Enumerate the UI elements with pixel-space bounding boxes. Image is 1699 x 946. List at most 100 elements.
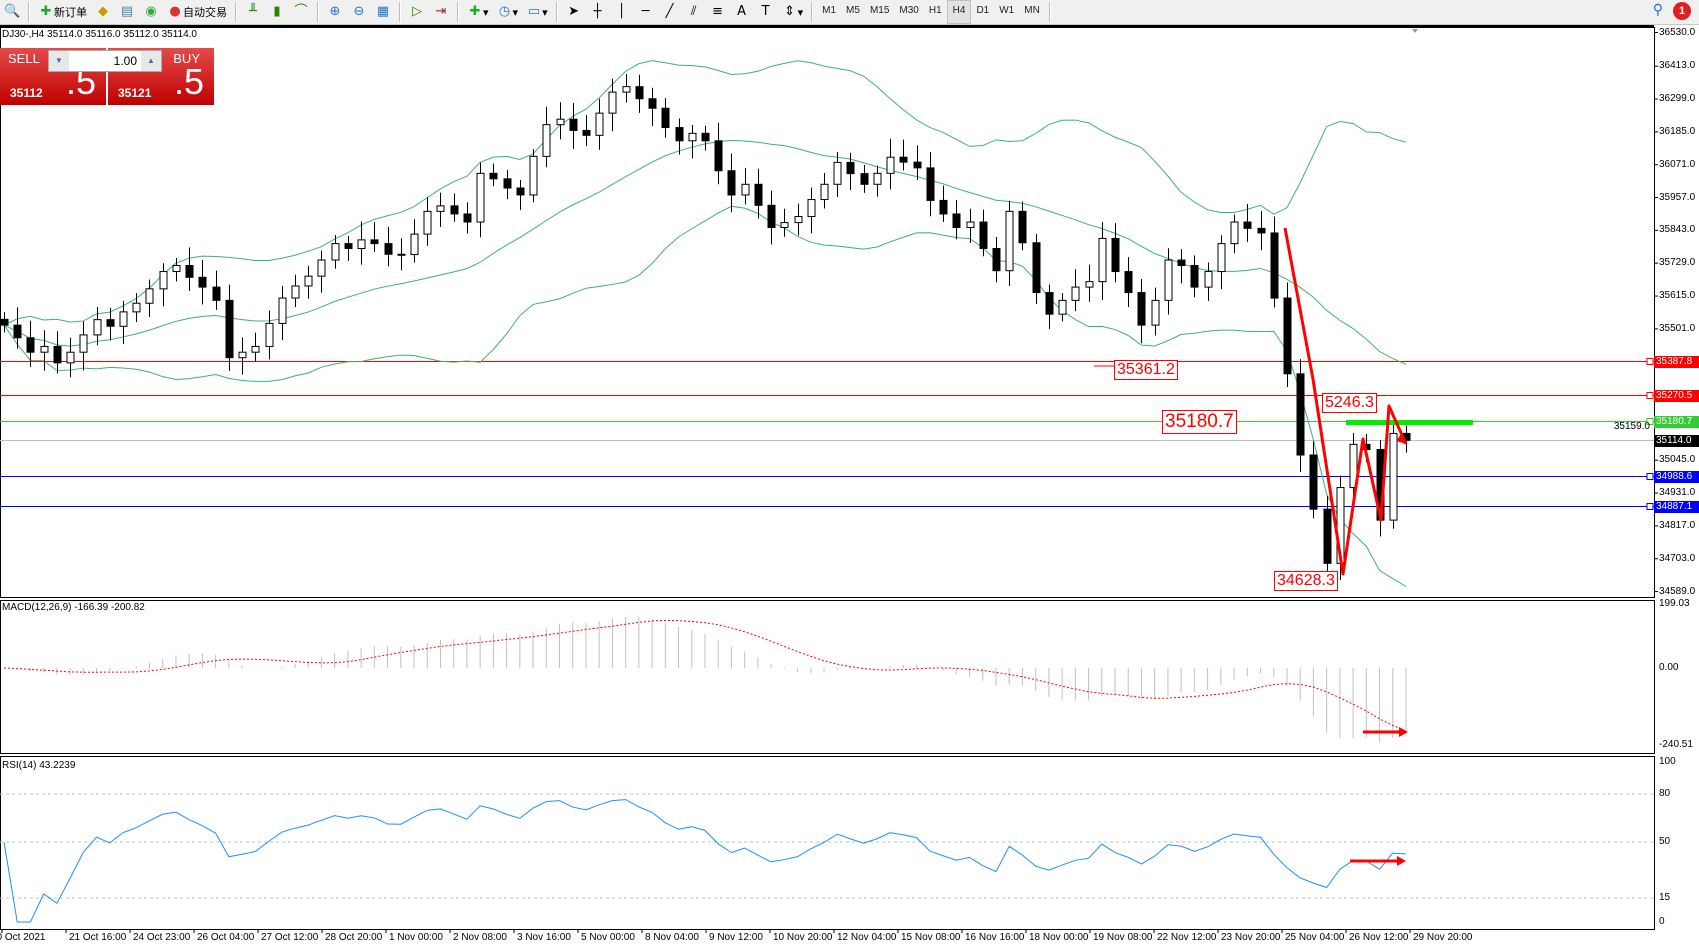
- indicators-button[interactable]: ✚ ▾: [464, 1, 492, 23]
- zoom-in-button[interactable]: ⊕: [324, 1, 346, 23]
- lot-size-input[interactable]: 1.00: [113, 54, 137, 68]
- rsi-axis-label: 0: [1659, 916, 1665, 927]
- candle-body-bear: [635, 86, 644, 100]
- level-handle: [1646, 503, 1654, 510]
- candle: [1018, 201, 1027, 251]
- lot-decrease-button[interactable]: ▼: [49, 51, 69, 71]
- signals-button[interactable]: ◉: [140, 1, 162, 23]
- candle: [741, 167, 750, 205]
- candle: [357, 221, 366, 265]
- text-button[interactable]: A: [731, 1, 753, 23]
- candle: [1124, 257, 1133, 307]
- trendline-button[interactable]: ╱: [659, 1, 681, 23]
- chart-shift-icon: ⇥: [435, 4, 447, 19]
- candle: [556, 102, 565, 140]
- auto-trading-button[interactable]: ● 自动交易: [164, 1, 230, 23]
- autoscroll-button[interactable]: ▷: [406, 1, 428, 23]
- channel-button[interactable]: ⫽: [683, 1, 705, 23]
- zoom-out-button[interactable]: ⊖: [348, 1, 370, 23]
- timeframe-d1[interactable]: D1: [976, 5, 990, 16]
- new-chart-button[interactable]: 🔍: [1, 1, 23, 23]
- arrows-button[interactable]: ⇕ ▾: [779, 1, 807, 23]
- arrowhead-icon: [1396, 434, 1406, 444]
- candle: [291, 274, 300, 307]
- timeframe-m30[interactable]: M30: [899, 5, 919, 16]
- terminal-button[interactable]: ▤: [116, 1, 138, 23]
- candle: [675, 118, 684, 155]
- candle-body-bear: [1177, 259, 1186, 267]
- annotation-swing-high[interactable]: 5246.3: [1322, 393, 1377, 413]
- level-price-label: 35180.7: [1654, 415, 1699, 428]
- candle-body-bull: [1217, 243, 1226, 273]
- candle-body-bear: [926, 167, 935, 201]
- candle-body-bear: [1190, 265, 1199, 288]
- rsi-line: [3, 799, 1407, 923]
- time-axis-label: 26 Nov 12:00: [1349, 932, 1409, 943]
- rsi-axis-label: 15: [1659, 892, 1671, 903]
- macd-axis-label: 0.00: [1659, 662, 1679, 673]
- candle: [1058, 293, 1067, 322]
- time-axis-label: 29 Nov 20:00: [1413, 932, 1473, 943]
- level-handle: [1646, 418, 1654, 425]
- lot-size-stepper[interactable]: ▼ 1.00 ▲: [48, 50, 162, 72]
- candle-body-bear: [1137, 292, 1146, 326]
- cursor-button[interactable]: ➤: [563, 1, 585, 23]
- chart-shift-button[interactable]: ⇥: [430, 1, 452, 23]
- time-axis-label: 16 Nov 16:00: [965, 932, 1025, 943]
- metaeditor-button[interactable]: ◆: [92, 1, 114, 23]
- candle: [53, 331, 62, 374]
- timeframe-m15[interactable]: M15: [869, 5, 890, 16]
- horizontal-line-button[interactable]: ─: [635, 1, 657, 23]
- candle-body-bear: [939, 199, 948, 215]
- candle: [1151, 287, 1160, 336]
- candle-body-bear: [463, 213, 472, 223]
- timeframe-m1[interactable]: M1: [822, 5, 837, 16]
- buy-label: BUY: [173, 51, 200, 66]
- candle-body-bull: [608, 91, 617, 114]
- timeframe-mn[interactable]: MN: [1024, 5, 1040, 16]
- candle: [516, 179, 525, 210]
- new-order-button[interactable]: ✚ 新订单: [35, 1, 90, 23]
- candlestick-button[interactable]: ▮: [266, 1, 288, 23]
- search-icon[interactable]: ⚲: [1652, 2, 1663, 18]
- text-label-button[interactable]: T: [755, 1, 777, 23]
- arrowhead-icon: [1397, 856, 1406, 866]
- timeframe-w1[interactable]: W1: [999, 5, 1015, 16]
- notification-badge[interactable]: 1: [1673, 2, 1691, 20]
- candle-body-bear: [1323, 508, 1332, 564]
- candle-body-bear: [1270, 232, 1279, 299]
- price-axis-label: 34703.0: [1659, 552, 1696, 564]
- periods-button[interactable]: ◷ ▾: [494, 1, 522, 23]
- time-axis-label: 12 Nov 04:00: [837, 932, 897, 943]
- annotation-low-prev[interactable]: 35361.2: [1114, 360, 1178, 380]
- candle: [820, 173, 829, 209]
- timeframe-m5[interactable]: M5: [846, 5, 860, 16]
- macd-axis-label: 199.03: [1659, 598, 1690, 610]
- candle: [1309, 441, 1318, 519]
- annotation-green-zone[interactable]: 35180.7: [1162, 410, 1237, 434]
- candle: [463, 202, 472, 234]
- sell-price: 35112: [10, 86, 43, 100]
- candle-body-bull: [741, 183, 750, 196]
- trendline-icon: ╱: [665, 4, 674, 19]
- templates-button[interactable]: ▭ ▾: [527, 4, 548, 19]
- candle: [344, 235, 353, 261]
- rsi-label: RSI(14) 43.2239: [2, 760, 76, 771]
- annotation-swing-low[interactable]: 34628.3: [1274, 571, 1338, 591]
- crosshair-button[interactable]: ┼: [587, 1, 609, 23]
- candle: [450, 193, 459, 222]
- tile-windows-button[interactable]: ▦: [372, 1, 394, 23]
- fibonacci-button[interactable]: ≡: [707, 1, 729, 23]
- candle: [608, 78, 617, 132]
- timeframe-h1[interactable]: H1: [928, 5, 942, 16]
- lot-increase-button[interactable]: ▲: [141, 51, 161, 71]
- timeframe-h4[interactable]: H4: [946, 0, 972, 24]
- line-chart-button[interactable]: ⌒: [290, 1, 312, 23]
- candle: [79, 321, 88, 371]
- bar-chart-button[interactable]: ╨: [242, 1, 264, 23]
- toolbar-separator: [555, 2, 558, 22]
- candle: [278, 285, 287, 341]
- vertical-line-button[interactable]: │: [611, 1, 633, 23]
- candle: [225, 284, 234, 371]
